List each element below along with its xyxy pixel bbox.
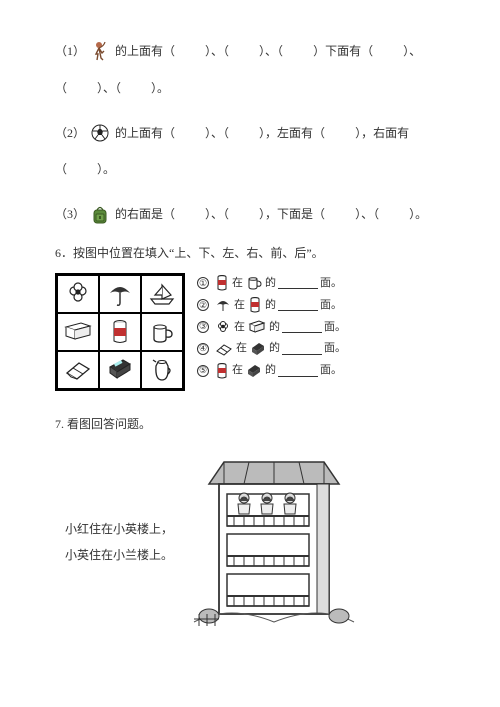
text-zai: 在 (232, 273, 243, 294)
circled-number: ① (197, 277, 209, 289)
q2-open: （ (55, 158, 67, 181)
question-1: （1） 的上面有（ ）、（ ）、（ ）下面有（ ）、 （ ）、（ ）。 (55, 40, 450, 100)
soccer-ball-icon (90, 123, 110, 143)
grid-cell-eraser (57, 351, 99, 389)
q3-sep: ）、（ (355, 203, 379, 226)
q7-line1: 小红住在小英楼上， (65, 516, 173, 542)
text-de: 的 (265, 295, 276, 316)
q1-open: （ (55, 77, 67, 100)
q3-text-right: 的右面是（ (115, 203, 175, 226)
text-mian: 面。 (320, 360, 342, 381)
q6-line-5: ⑤ 在 的 面。 (197, 360, 346, 381)
grid-cell-calculator (99, 351, 141, 389)
q3-end: ）。 (409, 203, 427, 226)
can-mini-icon (215, 274, 229, 292)
fill-blank (278, 299, 318, 311)
q3-text-below: ），下面是（ (259, 203, 325, 226)
fill-blank (282, 321, 322, 333)
circled-number: ② (197, 299, 209, 311)
can-mini-icon (215, 362, 229, 380)
grid-cell-book (57, 313, 99, 351)
worksheet-page: （1） 的上面有（ ）、（ ）、（ ）下面有（ ）、 （ ）、（ ）。 (0, 0, 500, 649)
question-3: （3） 的右面是（ ）、（ ），下面是（ ）、（ ）。 (55, 203, 450, 226)
q1-sep: ）、 (403, 40, 421, 63)
grid-cell-boat (141, 275, 183, 313)
q1-mid: ）、（ (97, 77, 121, 100)
q1-line1: （1） 的上面有（ ）、（ ）、（ ）下面有（ ）、 (55, 40, 450, 63)
grid-cell-umbrella (99, 275, 141, 313)
q1-end: ）。 (151, 77, 169, 100)
text-de: 的 (269, 317, 280, 338)
q7-text-block: 小红住在小英楼上， 小英住在小兰楼上。 (65, 516, 173, 629)
q3-sep: ）、（ (205, 203, 229, 226)
q3-number: （3） (55, 203, 85, 226)
q7-line2: 小英住在小兰楼上。 (65, 542, 173, 568)
backpack-icon (90, 204, 110, 226)
q7-content: 小红住在小英楼上， 小英住在小兰楼上。 (55, 454, 450, 629)
q6-line-3: ③ 在 的 面。 (197, 317, 346, 338)
text-zai: 在 (234, 295, 245, 316)
text-mian: 面。 (320, 273, 342, 294)
text-zai: 在 (232, 360, 243, 381)
cup-mini-icon (246, 275, 262, 291)
q2-text-above: 的上面有（ (115, 122, 175, 145)
monkey-icon (90, 40, 110, 62)
q2-number: （2） (55, 122, 85, 145)
q6-line-2: ② 在 的 面。 (197, 295, 346, 316)
q6-fill-lines: ① 在 的 面。 ② 在 的 面。 ③ 在 (197, 273, 346, 382)
q2-end: ）。 (97, 158, 115, 181)
flower-mini-icon (215, 319, 231, 335)
text-zai: 在 (234, 317, 245, 338)
text-de: 的 (269, 338, 280, 359)
text-mian: 面。 (324, 338, 346, 359)
calculator-mini-icon (250, 341, 266, 357)
q1-line2: （ ）、（ ）。 (55, 77, 450, 100)
q1-sep: ）、（ (259, 40, 283, 63)
object-grid (55, 273, 185, 391)
q2-text-left: ），左面有（ (259, 122, 325, 145)
question-2: （2） 的上面有（ ）、（ ），左面有（ ），右面有 （ ）。 (55, 122, 450, 182)
q7-title: 7. 看图回答问题。 (55, 413, 450, 436)
q2-sep: ）、（ (205, 122, 229, 145)
umbrella-mini-icon (215, 297, 231, 313)
building-illustration (189, 454, 359, 629)
text-zai: 在 (236, 338, 247, 359)
grid-cell-jug (141, 351, 183, 389)
q2-text-right: ），右面有 (355, 122, 409, 145)
q1-number: （1） (55, 40, 85, 63)
eraser-mini-icon (215, 342, 233, 356)
q3-line1: （3） 的右面是（ ）、（ ），下面是（ ）、（ ）。 (55, 203, 450, 226)
text-mian: 面。 (320, 295, 342, 316)
q2-line1: （2） 的上面有（ ）、（ ），左面有（ ），右面有 (55, 122, 450, 145)
book-mini-icon (248, 320, 266, 334)
fill-blank (278, 365, 318, 377)
q6-content: ① 在 的 面。 ② 在 的 面。 ③ 在 (55, 273, 450, 391)
grid-cell-can (99, 313, 141, 351)
text-de: 的 (265, 273, 276, 294)
grid-cell-cup (141, 313, 183, 351)
q2-line2: （ ）。 (55, 158, 450, 181)
q6-title: 6．按图中位置在填入“上、下、左、右、前、后”。 (55, 242, 450, 265)
q1-text-below: ）下面有（ (313, 40, 373, 63)
circled-number: ③ (197, 321, 209, 333)
text-mian: 面。 (324, 317, 346, 338)
can-mini-icon (248, 296, 262, 314)
q1-text-above: 的上面有（ (115, 40, 175, 63)
circled-number: ④ (197, 343, 209, 355)
fill-blank (278, 277, 318, 289)
q6-line-4: ④ 在 的 面。 (197, 338, 346, 359)
calculator-mini-icon (246, 363, 262, 379)
q1-sep: ）、（ (205, 40, 229, 63)
fill-blank (282, 343, 322, 355)
q6-line-1: ① 在 的 面。 (197, 273, 346, 294)
grid-cell-flower (57, 275, 99, 313)
circled-number: ⑤ (197, 365, 209, 377)
text-de: 的 (265, 360, 276, 381)
